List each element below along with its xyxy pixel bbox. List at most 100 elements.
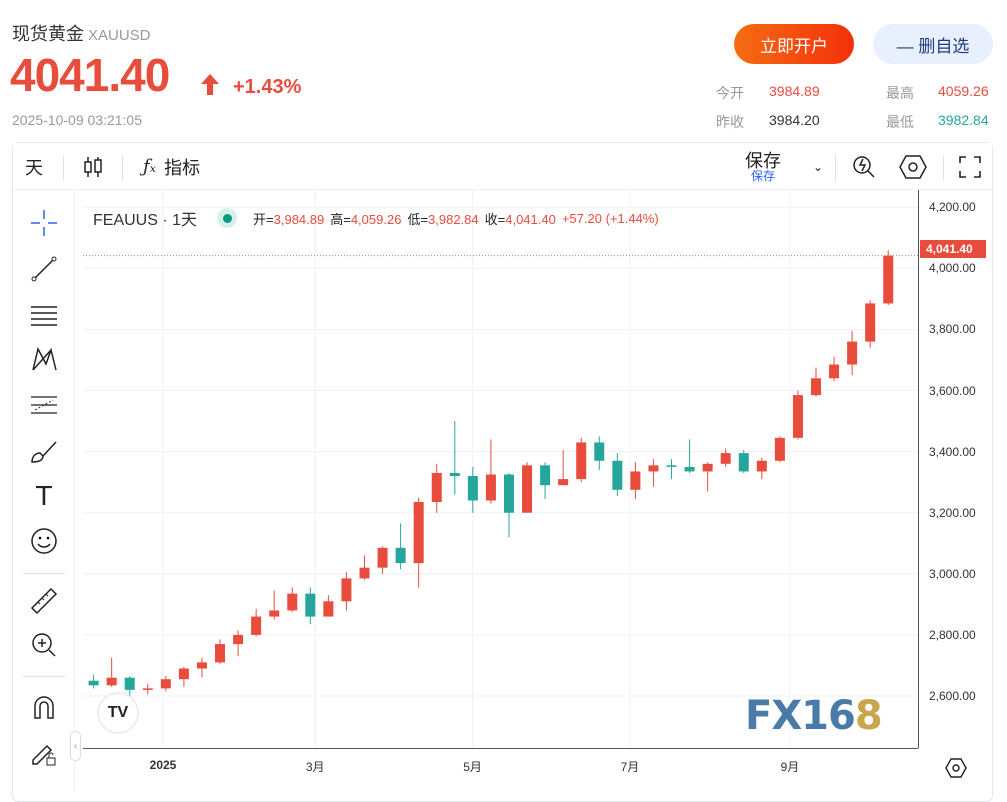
candle-body bbox=[106, 677, 117, 686]
x-tick-label: 9月 bbox=[780, 760, 800, 774]
open-label: 开= bbox=[253, 211, 274, 227]
price-axis[interactable]: 4,200.00 4,000.00 3,800.00 3,600.00 3,400.00… bbox=[918, 190, 993, 748]
candle-body bbox=[503, 474, 514, 513]
y-tick-label: 3,800.00 bbox=[929, 322, 976, 337]
y-tick-label: 4,000.00 bbox=[929, 261, 976, 276]
brush-icon[interactable] bbox=[27, 434, 61, 468]
collapse-toolbar-button[interactable]: ‹ bbox=[70, 731, 81, 761]
low-value: 3,982.84 bbox=[428, 211, 479, 227]
pattern-icon[interactable] bbox=[27, 342, 61, 376]
y-tick-label: 2,600.00 bbox=[929, 689, 976, 703]
candle-body bbox=[738, 453, 749, 472]
y-tick-label: 3,200.00 bbox=[929, 505, 976, 520]
fib-lines-icon[interactable] bbox=[27, 298, 61, 332]
remove-watchlist-button[interactable]: — 删自选 bbox=[873, 24, 993, 64]
save-dropdown-chevron-icon[interactable]: ⌄ bbox=[813, 159, 824, 174]
candle-body bbox=[630, 471, 641, 490]
fullscreen-icon[interactable] bbox=[959, 143, 981, 190]
trend-line-icon[interactable] bbox=[27, 252, 61, 286]
axis-settings-icon[interactable] bbox=[944, 756, 968, 780]
prev-close-label: 昨收 bbox=[716, 114, 744, 130]
candle-body bbox=[269, 610, 280, 617]
candle-body bbox=[792, 395, 803, 438]
save-label: 保存 bbox=[745, 150, 781, 171]
low-label: 低= bbox=[407, 211, 429, 227]
candle-body bbox=[124, 677, 135, 690]
time-axis[interactable]: 2025 3月 5月 7月 9月 bbox=[83, 748, 918, 785]
open-value: 3,984.89 bbox=[273, 211, 325, 227]
price-chart[interactable] bbox=[83, 190, 918, 748]
indicators-label: 指标 bbox=[164, 157, 201, 178]
candle-body bbox=[558, 479, 569, 486]
ruler-icon[interactable] bbox=[27, 584, 61, 618]
timestamp: 2025-10-09 03:21:05 bbox=[12, 112, 142, 128]
x-tick-label: 5月 bbox=[463, 760, 482, 774]
candle-body bbox=[431, 472, 442, 503]
candle-body bbox=[449, 472, 460, 477]
candle-body bbox=[395, 547, 406, 564]
candle-body bbox=[594, 442, 605, 461]
candle-body bbox=[720, 453, 731, 464]
y-tick-label: 3,600.00 bbox=[929, 383, 976, 398]
candle-body bbox=[323, 601, 334, 617]
current-price-tag: 4,041.40 bbox=[920, 240, 986, 258]
zoom-in-icon[interactable] bbox=[27, 628, 61, 662]
candle-body bbox=[684, 466, 695, 472]
change-percent: +1.43% bbox=[233, 76, 302, 98]
candle-body bbox=[540, 465, 551, 486]
save-button[interactable]: 保存 保存 bbox=[745, 143, 781, 190]
indicators-button[interactable]: ƒₓ 指标 bbox=[143, 143, 200, 190]
candle-body bbox=[485, 474, 496, 501]
y-tick-label: 4,200.00 bbox=[929, 200, 976, 215]
candle-body bbox=[287, 593, 298, 611]
chart-type-button[interactable] bbox=[83, 143, 103, 190]
magnet-icon[interactable] bbox=[27, 690, 61, 724]
text-tool-icon[interactable]: T bbox=[36, 482, 52, 512]
save-sublabel: 保存 bbox=[750, 168, 775, 183]
candle-body bbox=[829, 364, 840, 379]
low-label: 最低 bbox=[886, 114, 914, 130]
candle-body bbox=[359, 567, 370, 579]
crosshair-icon[interactable] bbox=[27, 206, 61, 240]
change-value: +57.20 (+1.44%) bbox=[561, 210, 659, 226]
candle-body bbox=[811, 378, 821, 396]
candle-body bbox=[196, 662, 207, 669]
candle-body bbox=[215, 644, 226, 663]
fx168-watermark: FX168 bbox=[745, 693, 883, 739]
open-account-button[interactable]: 立即开户 bbox=[734, 24, 854, 64]
market-status-icon bbox=[217, 208, 238, 228]
candle-body bbox=[377, 547, 388, 568]
candles-icon bbox=[84, 156, 102, 177]
tradingview-logo[interactable]: TV bbox=[97, 692, 139, 734]
smiley-icon[interactable] bbox=[27, 524, 61, 558]
candle-body bbox=[576, 442, 587, 480]
candle-body bbox=[883, 255, 894, 304]
y-tick-label: 3,400.00 bbox=[929, 444, 976, 459]
ohlc-legend: FEAUUS · 1天 开=3,984.89 高=4,059.26 低=3,98… bbox=[93, 206, 659, 230]
low-value: 3982.84 bbox=[938, 112, 989, 128]
close-value: 4,041.40 bbox=[505, 211, 556, 227]
high-label: 最高 bbox=[886, 85, 914, 101]
close-label: 收= bbox=[484, 211, 506, 227]
instrument-name: 现货黄金 bbox=[12, 24, 84, 44]
prediction-icon[interactable] bbox=[27, 388, 61, 422]
last-price: 4041.40 bbox=[10, 49, 170, 101]
y-tick-label: 2,800.00 bbox=[929, 627, 976, 642]
candle-body bbox=[413, 502, 424, 564]
drawing-toolbar: T bbox=[13, 190, 75, 790]
arrow-up-icon bbox=[201, 74, 219, 95]
high-value: 4,059.26 bbox=[350, 211, 402, 227]
quick-search-icon[interactable] bbox=[851, 143, 877, 190]
candle-body bbox=[612, 460, 623, 490]
chart-toolbar: 天 ƒₓ 指标 保存 保存 ⌄ bbox=[13, 143, 992, 190]
candle-body bbox=[251, 616, 262, 635]
candle-body bbox=[178, 668, 189, 680]
lock-drawings-icon[interactable] bbox=[27, 736, 61, 770]
candle-body bbox=[233, 634, 244, 645]
interval-button[interactable]: 天 bbox=[25, 157, 43, 178]
x-tick-label: 7月 bbox=[620, 760, 640, 774]
instrument-title: 现货黄金 XAUUSD bbox=[12, 20, 151, 46]
instrument-symbol: XAUUSD bbox=[88, 27, 151, 44]
settings-gear-icon[interactable] bbox=[899, 143, 927, 190]
open-value: 3984.89 bbox=[769, 83, 820, 99]
